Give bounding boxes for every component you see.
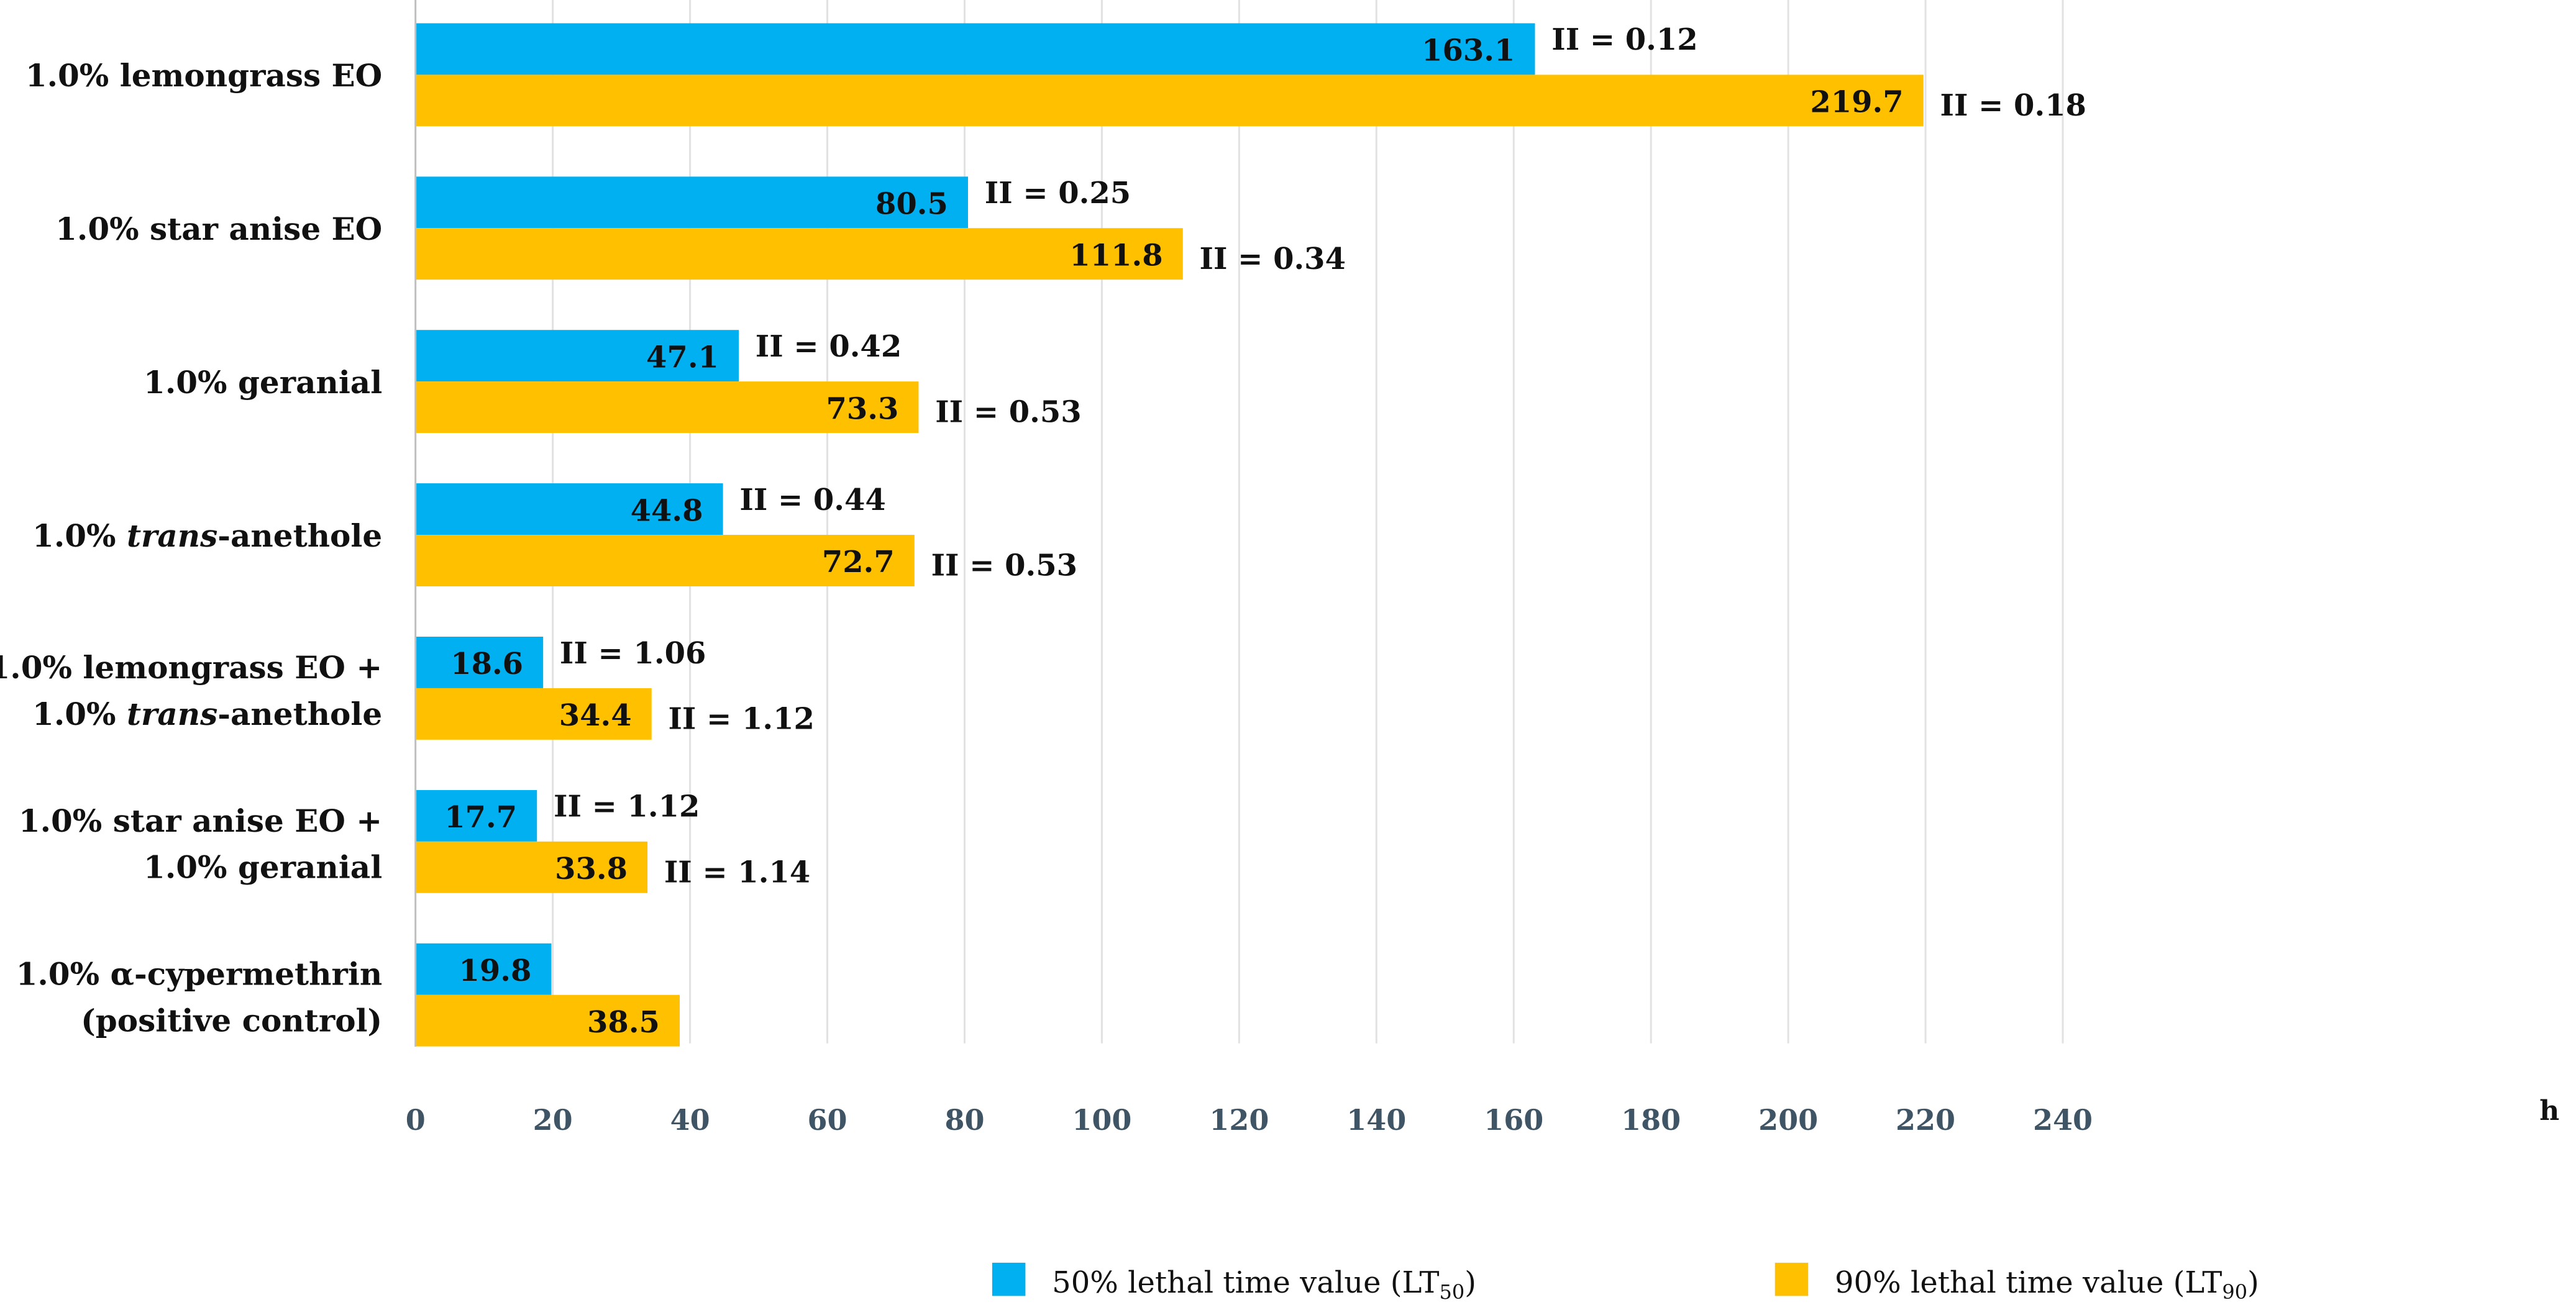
data-label: 47.1 (646, 340, 719, 375)
x-axis-unit-label: h (2539, 1095, 2559, 1127)
category-axis: 1.0% lemongrass EO 1.0% star anise EO 1.0%… (0, 0, 417, 1047)
bar-lt90 (415, 75, 1924, 127)
interaction-index-label: II = 1.06 (560, 636, 706, 671)
x-tick-label: 40 (670, 1103, 710, 1137)
bar-lt50 (415, 789, 537, 842)
interaction-index-label: II = 0.42 (756, 329, 902, 364)
legend-swatch (992, 1262, 1026, 1296)
bars-layer (415, 23, 1924, 1047)
data-label: 34.4 (559, 698, 632, 733)
bar-lt50 (415, 23, 1535, 75)
legend-swatch (1774, 1262, 1809, 1296)
x-tick-label: 100 (1072, 1103, 1131, 1137)
gridlines (552, 0, 2064, 1044)
data-label: 19.8 (459, 953, 531, 988)
category-label: 1.0% α-cypermethrin (16, 956, 383, 993)
category-label-line2: (positive control) (81, 1003, 382, 1039)
bar-lt50 (415, 176, 968, 229)
x-tick-label: 140 (1346, 1103, 1406, 1137)
category-label: 1.0% lemongrass EO + (0, 649, 382, 686)
interaction-index-label: II = 0.25 (985, 176, 1131, 211)
category-label: 1.0% star anise EO (55, 211, 382, 247)
data-label: 18.6 (450, 647, 523, 681)
x-tick-label: 80 (944, 1103, 984, 1137)
legend-label: 90% lethal time value (LT90) (1835, 1265, 2259, 1304)
data-label: 163.1 (1422, 34, 1515, 68)
legend: 50% lethal time value (LT50) 90% lethal t… (992, 1262, 2259, 1304)
bar-lt90 (415, 228, 1183, 280)
interaction-index-label: II = 0.12 (1551, 22, 1697, 57)
category-label-line2: 1.0% geranial (144, 849, 382, 886)
x-tick-label: 160 (1484, 1103, 1543, 1137)
bar-lt90 (415, 841, 648, 893)
interaction-index-label: II = 0.44 (739, 483, 885, 517)
bar-lt90 (415, 381, 919, 434)
interaction-index-label: II = 0.34 (1200, 242, 1346, 276)
x-tick-label: 180 (1621, 1103, 1681, 1137)
x-tick-label: 60 (808, 1103, 847, 1137)
interaction-index-label: II = 0.18 (1940, 88, 2086, 123)
interaction-index-label: II = 0.53 (931, 548, 1077, 583)
bar-lt50 (415, 483, 723, 535)
interaction-index-label: II = 1.12 (668, 701, 814, 736)
bar-lt90 (415, 535, 915, 586)
bar-lt50 (415, 636, 544, 688)
x-tick-label: 20 (533, 1103, 573, 1137)
x-tick-label: 240 (2033, 1103, 2093, 1137)
data-label: 80.5 (875, 187, 948, 222)
category-label: 1.0% geranial (144, 364, 382, 401)
data-label: 111.8 (1069, 238, 1162, 273)
x-tick-label: 200 (1758, 1103, 1818, 1137)
bar-lt90 (415, 688, 652, 740)
data-label: 73.3 (826, 391, 898, 426)
legend-label: 50% lethal time value (LT50) (1052, 1265, 1476, 1304)
interaction-index-label: II = 1.12 (554, 789, 700, 824)
category-label-line2: 1.0% trans-anethole (32, 696, 382, 732)
value-axis: 0 20 40 60 80 100 120 140 160 180 200 220 240 h (406, 1095, 2560, 1137)
data-label: 44.8 (631, 493, 703, 528)
interaction-index-label: II = 1.14 (664, 855, 810, 889)
category-label: 1.0% trans-anethole (32, 517, 382, 554)
bar-lt50 (415, 330, 739, 382)
category-label: 1.0% star anise EO + (19, 803, 382, 839)
x-tick-label: 220 (1896, 1103, 1955, 1137)
x-tick-label: 120 (1209, 1103, 1269, 1137)
bar-lt50 (415, 943, 552, 995)
bar-lt90 (415, 994, 680, 1047)
data-label: 17.7 (444, 800, 517, 835)
labels-layer: 163.1 II = 0.12 80.5 II = 0.25 47.1 II = 0.42… (444, 22, 2086, 1040)
data-label: 72.7 (822, 545, 895, 580)
data-label: 38.5 (587, 1005, 660, 1040)
interaction-index-label: II = 0.53 (935, 395, 1081, 430)
category-label: 1.0% lemongrass EO (25, 57, 382, 94)
x-tick-label: 0 (406, 1103, 426, 1137)
data-label: 219.7 (1810, 85, 1903, 120)
data-label: 33.8 (555, 852, 628, 886)
